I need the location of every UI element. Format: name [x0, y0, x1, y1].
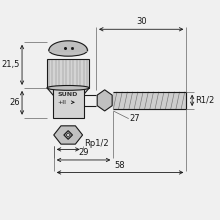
Bar: [53, 87, 84, 118]
Text: 26: 26: [9, 98, 20, 107]
Text: R1/2: R1/2: [195, 96, 214, 105]
Text: 21,5: 21,5: [2, 60, 20, 69]
Text: 58: 58: [115, 161, 125, 170]
Text: SUND: SUND: [58, 92, 78, 97]
Text: 27: 27: [130, 114, 140, 123]
Text: 29: 29: [78, 148, 89, 157]
Ellipse shape: [47, 86, 89, 90]
Polygon shape: [97, 90, 112, 111]
Ellipse shape: [49, 45, 87, 56]
Polygon shape: [66, 133, 70, 137]
Polygon shape: [47, 88, 89, 100]
Polygon shape: [54, 126, 82, 144]
Text: Rp1/2: Rp1/2: [84, 139, 109, 148]
Bar: [47, 59, 89, 88]
Polygon shape: [64, 131, 72, 139]
Text: +II: +II: [57, 100, 66, 105]
Text: 30: 30: [136, 17, 147, 26]
